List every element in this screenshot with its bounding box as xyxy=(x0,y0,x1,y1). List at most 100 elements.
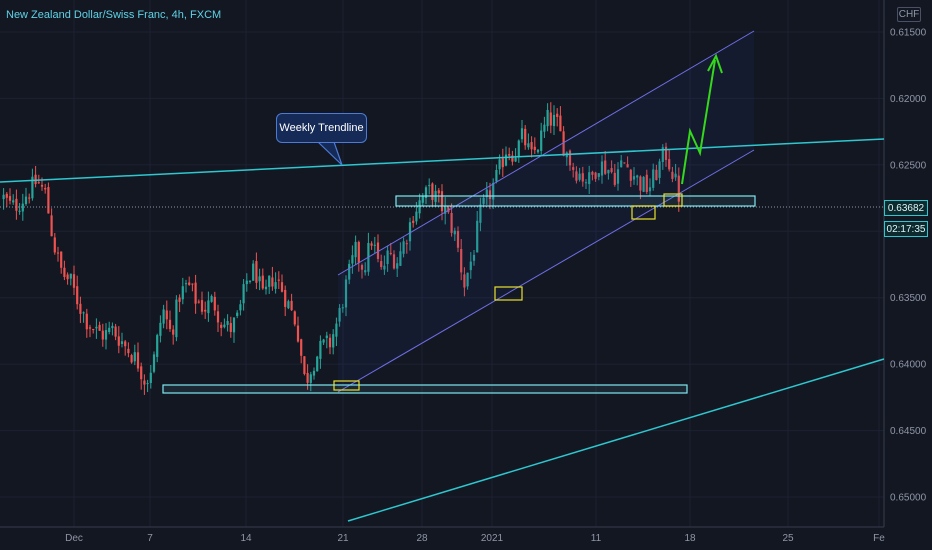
candle-body xyxy=(210,296,213,302)
candle-body xyxy=(453,230,456,235)
candle-body xyxy=(47,187,50,214)
candle-body xyxy=(495,169,498,182)
candle-body xyxy=(111,325,114,329)
candle-body xyxy=(216,311,220,323)
candle-body xyxy=(37,182,40,184)
candle-body xyxy=(607,169,610,174)
candle-body xyxy=(72,274,76,288)
touch-marker-3[interactable] xyxy=(631,205,656,220)
candle-body xyxy=(12,200,15,203)
candle-body xyxy=(76,286,79,305)
time-tick-label: Dec xyxy=(65,533,83,544)
candle-body xyxy=(642,176,645,192)
candle-body xyxy=(226,320,229,325)
candle-body xyxy=(392,254,396,269)
weekly-trendline[interactable] xyxy=(0,138,885,183)
candle-body xyxy=(252,263,255,281)
candle-body xyxy=(485,189,488,198)
candle-body xyxy=(127,348,130,354)
candle-body xyxy=(88,327,92,329)
candle-body xyxy=(421,196,424,203)
candle-body xyxy=(146,383,149,385)
candle-body xyxy=(248,280,252,282)
candle-body xyxy=(668,159,671,170)
candle-body xyxy=(181,286,184,300)
candle-body xyxy=(328,337,332,348)
candle-body xyxy=(31,176,34,199)
candle-body xyxy=(661,147,664,162)
candle-body xyxy=(540,130,543,151)
candle-body xyxy=(575,171,578,181)
candle-body xyxy=(50,215,53,237)
candle-body xyxy=(383,265,386,270)
candle-body xyxy=(488,190,492,199)
weekly-trendline-callout[interactable]: Weekly Trendline xyxy=(276,113,367,143)
resistance-support-zone[interactable] xyxy=(395,195,756,207)
candle-body xyxy=(568,150,572,166)
candle-body xyxy=(165,310,168,320)
channel-upper-line xyxy=(337,30,755,276)
candle-body xyxy=(677,175,680,202)
price-tick-label: 0.64000 xyxy=(890,360,927,371)
candle-body xyxy=(549,112,552,126)
candle-body xyxy=(504,154,508,166)
candle-body xyxy=(268,275,271,287)
candle-body xyxy=(40,184,44,187)
candle-body xyxy=(348,263,351,280)
candle-body xyxy=(133,352,136,362)
candle-body xyxy=(472,254,476,261)
candle-body xyxy=(636,175,639,178)
grid xyxy=(0,0,884,527)
projection-arrow[interactable] xyxy=(681,59,716,185)
candle-body xyxy=(524,128,527,146)
candle-body xyxy=(648,187,652,192)
price-tick-label: 0.65000 xyxy=(890,493,927,504)
candle-body xyxy=(56,252,60,254)
price-tick-label: 0.64500 xyxy=(890,426,927,437)
candle-body xyxy=(424,187,428,198)
candle-body xyxy=(245,280,248,285)
touch-marker-1[interactable] xyxy=(333,380,360,391)
candle-body xyxy=(79,303,82,314)
candle-body xyxy=(184,283,188,285)
projection-arrow-head xyxy=(707,53,723,74)
candle-body xyxy=(556,113,559,117)
candle-body xyxy=(24,196,28,205)
candle-body xyxy=(207,300,210,314)
candle-body xyxy=(239,304,242,311)
candle-body xyxy=(236,312,239,317)
current-price-tag: 0.63682 xyxy=(884,200,928,216)
candle-body xyxy=(626,164,629,168)
candle-body xyxy=(389,252,392,254)
candle-body xyxy=(335,323,338,337)
touch-marker-4[interactable] xyxy=(663,193,683,207)
time-axis: Dec 7 14 21 28 2021 11 18 25 Fe xyxy=(65,533,885,544)
candle-body xyxy=(664,146,668,160)
candle-body xyxy=(536,149,540,153)
candle-body xyxy=(136,352,140,369)
lower-trendline[interactable] xyxy=(347,358,885,522)
candle-body xyxy=(559,115,562,132)
candle-body xyxy=(674,173,677,178)
candle-body xyxy=(344,279,348,308)
touch-marker-2[interactable] xyxy=(494,286,523,301)
candle-body xyxy=(620,160,623,168)
candle-body xyxy=(175,299,178,338)
candle-body xyxy=(332,334,335,348)
candle-body xyxy=(322,339,325,343)
candle-body xyxy=(172,329,175,335)
candle-body xyxy=(319,340,322,359)
candle-body xyxy=(300,339,303,356)
candle-body xyxy=(60,251,63,268)
currency-button[interactable]: CHF xyxy=(897,7,921,22)
candle-body xyxy=(482,197,485,204)
candle-body xyxy=(316,356,319,372)
candle-body xyxy=(360,265,364,270)
lower-support-zone[interactable] xyxy=(162,384,688,394)
candle-body xyxy=(498,159,501,170)
candle-body xyxy=(191,283,194,285)
candle-body xyxy=(501,158,504,168)
candle-body xyxy=(655,169,658,181)
